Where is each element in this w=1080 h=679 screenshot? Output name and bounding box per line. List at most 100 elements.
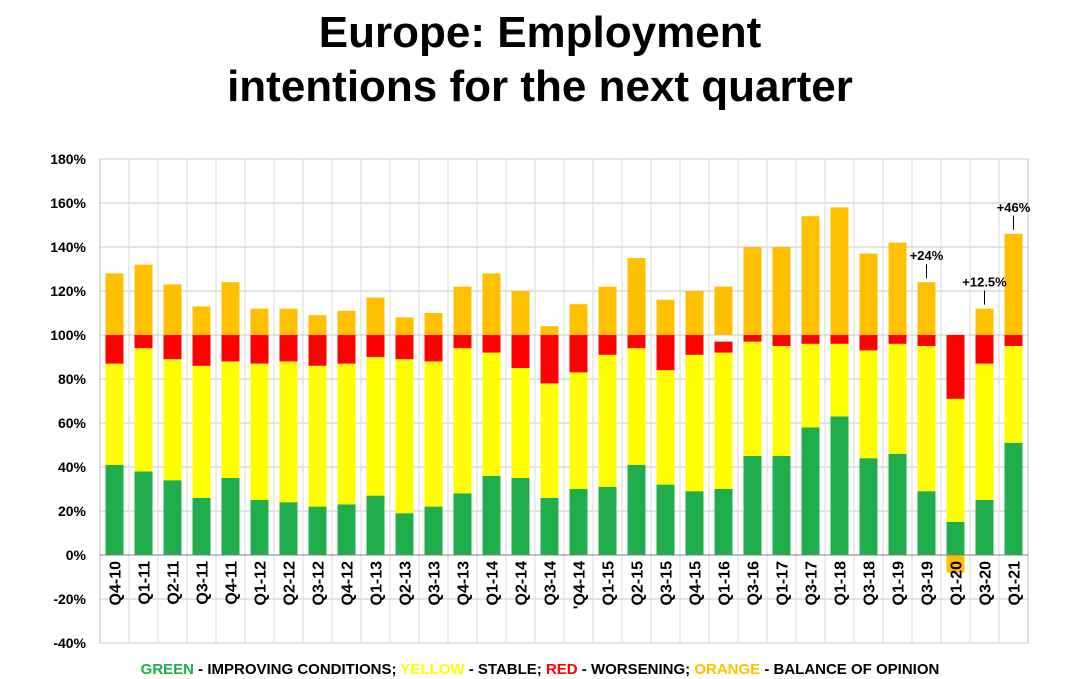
bar-orange	[366, 297, 385, 335]
bar-orange	[569, 304, 588, 335]
legend-yellow-description: - STABLE;	[464, 661, 546, 678]
legend-yellow-label: YELLOW	[400, 661, 465, 678]
bar-orange	[192, 306, 211, 335]
x-tick-label: Q1-13	[369, 561, 386, 606]
x-tick-label: Q2-13	[398, 561, 415, 606]
bar-green	[598, 486, 617, 555]
bar-orange	[308, 315, 327, 335]
bar-green	[279, 502, 298, 555]
x-tick-label: Q4-15	[688, 561, 705, 606]
bar-red	[801, 335, 820, 344]
legend-green-label: GREEN	[140, 661, 194, 678]
x-tick-label: Q1-21	[1007, 561, 1024, 606]
bar-red	[337, 335, 356, 364]
bar-yellow	[395, 359, 414, 514]
bar-yellow	[569, 372, 588, 489]
chart-legend: GREEN - IMPROVING CONDITIONS; YELLOW - S…	[0, 661, 1080, 679]
bar-green	[250, 500, 269, 555]
y-tick-label: 20%	[58, 503, 87, 519]
bar-yellow	[917, 346, 936, 492]
bar-annotation: +12.5%	[962, 275, 1007, 290]
bar-yellow	[772, 346, 791, 456]
bar-yellow	[656, 370, 675, 485]
y-tick-label: -20%	[53, 591, 86, 607]
bar-green	[105, 464, 124, 555]
x-tick-label: Q1-17	[775, 561, 792, 606]
chart-title: Europe: Employment intentions for the ne…	[0, 6, 1080, 114]
bar-green	[772, 456, 791, 555]
x-tick-label: Q3-14	[543, 561, 560, 606]
stacked-bar-chart: -40% -20% 0% 20% 40% 60% 80% 100% 120% 140% 160% 18…	[50, 151, 1031, 651]
bar-orange	[830, 207, 849, 335]
bar-orange	[279, 308, 298, 335]
bar-green	[743, 456, 762, 555]
bar-red	[569, 335, 588, 373]
bar-green	[395, 513, 414, 555]
bar-orange	[656, 299, 675, 335]
bar-red	[482, 335, 501, 353]
bar-orange	[250, 308, 269, 335]
bar-yellow	[279, 361, 298, 503]
x-tick-label: Q1-16	[717, 561, 734, 606]
legend-red-label: RED	[545, 661, 578, 678]
bar-yellow	[453, 348, 472, 494]
bar-red	[772, 335, 791, 346]
bar-green	[569, 489, 588, 555]
bar-red	[946, 335, 965, 399]
bar-yellow	[888, 343, 907, 454]
legend-orange-label: ORANGE	[694, 661, 761, 678]
bar-yellow	[424, 361, 443, 507]
bar-red	[163, 335, 182, 360]
bar-yellow	[163, 359, 182, 481]
bar-red	[859, 335, 878, 351]
bar-red	[308, 335, 327, 366]
bar-annotation: +24%	[910, 248, 944, 263]
bar-orange	[482, 273, 501, 335]
bar-red	[540, 335, 559, 384]
x-tick-label: Q3-15	[659, 561, 676, 606]
bar-green	[424, 506, 443, 555]
bar-orange	[801, 216, 820, 335]
legend-red-description: - WORSENING;	[577, 661, 695, 678]
bar-orange	[453, 286, 472, 335]
bar-red	[1004, 335, 1023, 346]
bar-red	[366, 335, 385, 357]
x-tick-label: Q3-11	[195, 561, 212, 605]
bar-orange	[221, 282, 240, 335]
x-tick-label: Q3-19	[920, 561, 937, 606]
bar-orange	[685, 291, 704, 335]
bar-red	[917, 335, 936, 346]
bar-yellow	[540, 383, 559, 498]
bar-green	[714, 489, 733, 555]
bar-green	[946, 522, 965, 555]
bar-orange	[163, 284, 182, 335]
y-tick-label: 100%	[50, 327, 86, 343]
bar-green	[830, 416, 849, 555]
bar-orange	[395, 317, 414, 335]
x-tick-label: Q2-11	[166, 561, 183, 605]
y-tick-label: 40%	[58, 459, 87, 475]
bar-green	[163, 480, 182, 555]
bar-red	[105, 335, 124, 364]
bar-red	[975, 335, 994, 364]
bar-red	[134, 335, 153, 349]
bar-green	[511, 478, 530, 555]
bar-yellow	[1004, 346, 1023, 443]
y-tick-label: 80%	[58, 371, 87, 387]
bar-yellow	[801, 343, 820, 428]
y-tick-label: 160%	[50, 195, 86, 211]
bar-orange	[714, 286, 733, 335]
bar-yellow	[714, 352, 733, 489]
bar-orange	[946, 555, 965, 573]
y-tick-label: 120%	[50, 283, 86, 299]
bar-orange	[134, 264, 153, 335]
bar-red	[830, 335, 849, 344]
y-tick-label: 0%	[66, 547, 87, 563]
bar-green	[801, 427, 820, 555]
chart-title-line-1: Europe: Employment	[318, 8, 762, 57]
x-tick-label: Q1-14	[485, 561, 502, 606]
bar-orange	[859, 253, 878, 335]
bar-green	[685, 491, 704, 555]
x-tick-label: Q3-18	[862, 561, 879, 606]
x-tick-label: Q1-19	[891, 561, 908, 606]
